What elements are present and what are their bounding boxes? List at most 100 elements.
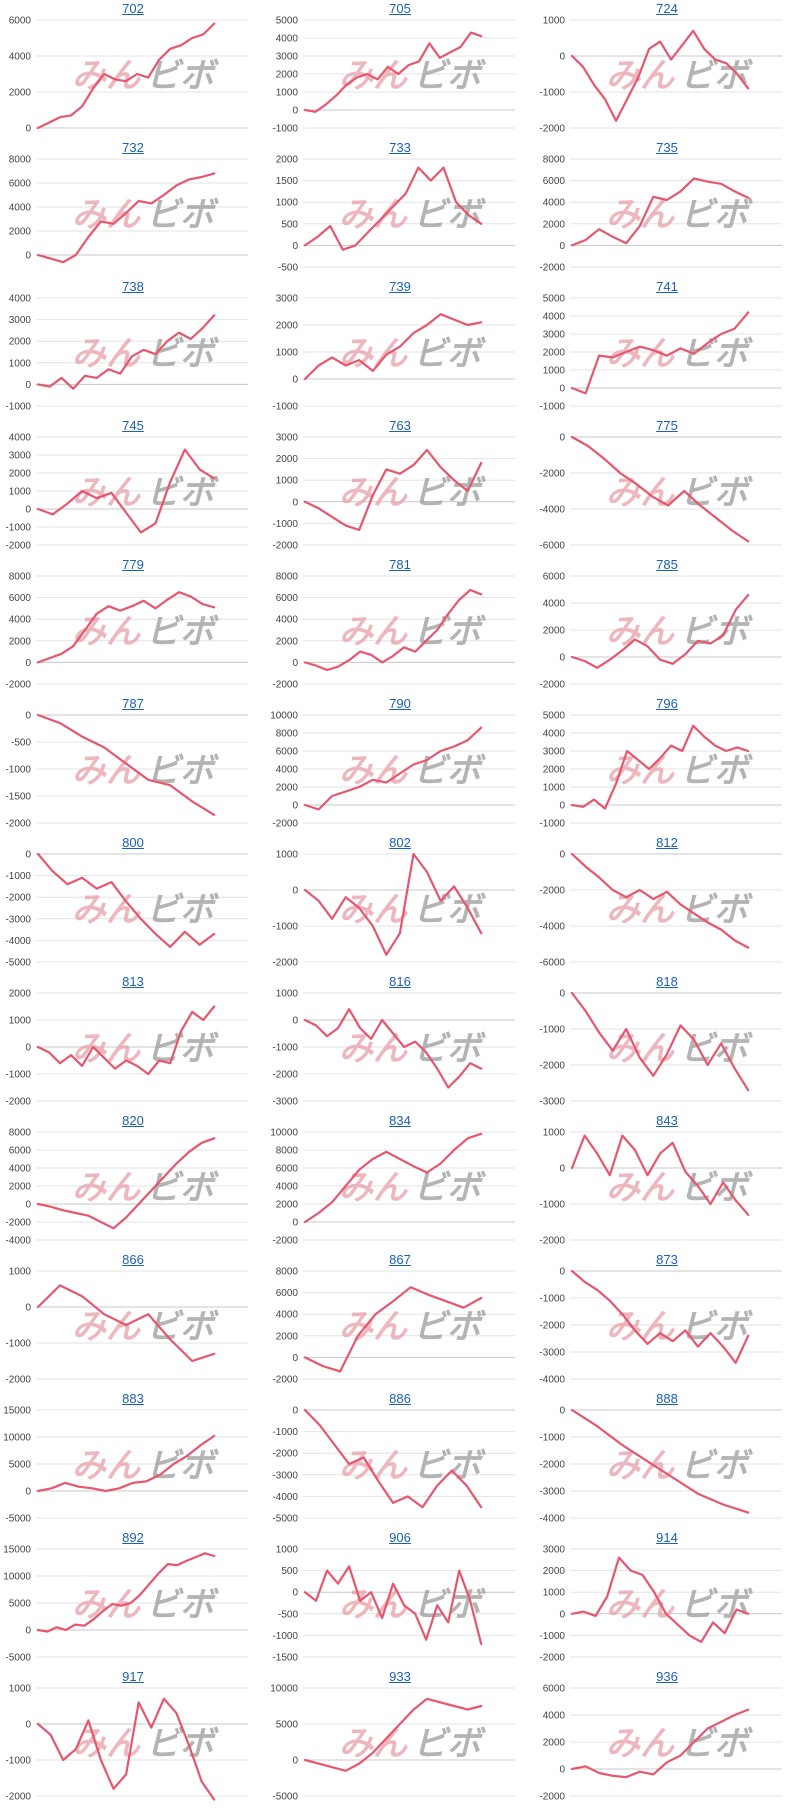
y-tick-label: 0 xyxy=(292,1353,298,1364)
chart-title-link[interactable]: 867 xyxy=(389,1252,411,1267)
series-line xyxy=(303,1132,483,1224)
chart-title-link[interactable]: 775 xyxy=(656,418,678,433)
y-tick-label: 6000 xyxy=(276,593,299,604)
y-tick-label: 0 xyxy=(25,850,31,861)
watermark-logo-part1: みん xyxy=(339,1168,408,1208)
chart-cell: -6000 -4000 -2000 0 みん ビボ 775 xyxy=(534,417,800,556)
y-tick-label: 6000 xyxy=(276,1288,299,1299)
watermark-logo-part2: ビボ xyxy=(680,334,753,374)
y-tick-label: 3000 xyxy=(543,330,566,341)
watermark-logo-part2: ビボ xyxy=(146,1307,219,1347)
chart-cell: -500 0 500 1000 1500 2000 みん ビボ 733 xyxy=(267,139,533,278)
chart-title-link[interactable]: 779 xyxy=(122,557,144,572)
chart-title-link[interactable]: 796 xyxy=(656,696,678,711)
y-tick-label: -2000 xyxy=(5,893,31,904)
y-tick-label: 0 xyxy=(25,251,31,262)
y-tick-label: -4000 xyxy=(539,922,565,933)
chart-title-link[interactable]: 888 xyxy=(656,1391,678,1406)
chart-title-link[interactable]: 724 xyxy=(656,1,678,16)
y-tick-label: 8000 xyxy=(276,1146,299,1157)
chart-title-link[interactable]: 820 xyxy=(122,1113,144,1128)
chart-svg: -4000 -2000 0 2000 4000 6000 8000 みん ビボ xyxy=(5,1128,248,1247)
y-tick-label: -2000 xyxy=(539,1236,565,1247)
chart-title-link[interactable]: 892 xyxy=(122,1530,144,1545)
y-tick-label: -3000 xyxy=(539,1348,565,1359)
y-tick-label: -5000 xyxy=(5,1514,31,1525)
watermark-logo-part1: みん xyxy=(606,1724,675,1764)
y-tick-label: -1000 xyxy=(539,1025,565,1036)
watermark-logo-part2: ビボ xyxy=(680,890,753,930)
chart-title-link[interactable]: 702 xyxy=(122,1,144,16)
chart-title-link[interactable]: 785 xyxy=(656,557,678,572)
series-line xyxy=(570,593,750,669)
y-tick-label: -4000 xyxy=(5,936,31,947)
chart-title-link[interactable]: 886 xyxy=(389,1391,411,1406)
chart-cell: -6000 -4000 -2000 0 みん ビボ 812 xyxy=(534,834,800,973)
chart-cell: -1000 0 1000 2000 3000 4000 5000 みん ビボ 741 xyxy=(534,278,800,417)
y-tick-label: -1000 xyxy=(539,1433,565,1444)
y-tick-label: 2000 xyxy=(9,989,32,1000)
chart-title-link[interactable]: 705 xyxy=(389,1,411,16)
y-tick-label: 0 xyxy=(25,380,31,391)
y-tick-label: -2000 xyxy=(5,1792,31,1803)
watermark-logo-part1: みん xyxy=(72,1585,141,1625)
y-tick-label: 0 xyxy=(25,1043,31,1054)
y-tick-label: -1000 xyxy=(272,124,298,135)
chart-title-link[interactable]: 933 xyxy=(389,1669,411,1684)
chart-cell: -5000 -4000 -3000 -2000 -1000 0 みん ビボ 886 xyxy=(267,1390,533,1529)
y-tick-label: -1000 xyxy=(272,1427,298,1438)
chart-title-link[interactable]: 732 xyxy=(122,140,144,155)
y-tick-label: 8000 xyxy=(276,572,299,583)
chart-cell: -1000 0 1000 2000 3000 みん ビボ 739 xyxy=(267,278,533,417)
chart-svg: -2000 0 2000 4000 6000 みん ビボ xyxy=(539,572,782,691)
chart-title-link[interactable]: 883 xyxy=(122,1391,144,1406)
y-tick-label: 8000 xyxy=(543,155,566,166)
chart-cell: -1000 0 1000 2000 3000 4000 5000 みん ビボ 705 xyxy=(267,0,533,139)
y-tick-label: 2000 xyxy=(543,219,566,230)
watermark-logo-part1: みん xyxy=(339,334,408,374)
chart-title-link[interactable]: 906 xyxy=(389,1530,411,1545)
chart-title-link[interactable]: 936 xyxy=(656,1669,678,1684)
chart-svg: 0 2000 4000 6000 8000 みん ビボ xyxy=(9,155,248,264)
watermark-logo-part2: ビボ xyxy=(146,751,219,791)
chart-title-link[interactable]: 763 xyxy=(389,418,411,433)
y-tick-label: -1000 xyxy=(272,402,298,413)
y-tick-label: 4000 xyxy=(543,198,566,209)
chart-title-link[interactable]: 741 xyxy=(656,279,678,294)
y-tick-label: -1000 xyxy=(5,1070,31,1081)
chart-title-link[interactable]: 914 xyxy=(656,1530,678,1545)
chart-cell: -2000 0 2000 4000 6000 みん ビボ 936 xyxy=(534,1668,800,1807)
chart-title-link[interactable]: 917 xyxy=(122,1669,144,1684)
watermark-logo-part2: ビボ xyxy=(413,612,486,652)
chart-cell: -4000 -2000 0 2000 4000 6000 8000 みん ビボ 820 xyxy=(0,1112,266,1251)
chart-title-link[interactable]: 735 xyxy=(656,140,678,155)
chart-title-link[interactable]: 834 xyxy=(389,1113,411,1128)
chart-title-link[interactable]: 800 xyxy=(122,835,144,850)
chart-title-link[interactable]: 739 xyxy=(389,279,411,294)
chart-title-link[interactable]: 787 xyxy=(122,696,144,711)
y-tick-label: 2000 xyxy=(543,1738,566,1749)
series-line xyxy=(36,591,216,664)
chart-title-link[interactable]: 790 xyxy=(389,696,411,711)
y-tick-label: 0 xyxy=(559,1609,565,1620)
y-tick-label: 1000 xyxy=(276,348,299,359)
chart-title-link[interactable]: 812 xyxy=(656,835,678,850)
chart-title-link[interactable]: 738 xyxy=(122,279,144,294)
chart-title-link[interactable]: 745 xyxy=(122,418,144,433)
chart-title-link[interactable]: 843 xyxy=(656,1113,678,1128)
chart-title-link[interactable]: 802 xyxy=(389,835,411,850)
y-tick-label: -1000 xyxy=(5,765,31,776)
chart-title-link[interactable]: 781 xyxy=(389,557,411,572)
y-tick-label: 10000 xyxy=(3,1433,31,1444)
chart-title-link[interactable]: 818 xyxy=(656,974,678,989)
chart-title-link[interactable]: 733 xyxy=(389,140,411,155)
chart-title-link[interactable]: 866 xyxy=(122,1252,144,1267)
chart-cell: -5000 0 5000 10000 15000 みん ビボ 892 xyxy=(0,1529,266,1668)
chart-cell: -2000 0 2000 4000 6000 8000 10000 みん ビボ 834 xyxy=(267,1112,533,1251)
chart-title-link[interactable]: 816 xyxy=(389,974,411,989)
y-tick-label: 1000 xyxy=(276,198,299,209)
chart-title-link[interactable]: 813 xyxy=(122,974,144,989)
chart-title-link[interactable]: 873 xyxy=(656,1252,678,1267)
chart-svg: -2000 -1000 0 1000 みん ビボ xyxy=(539,16,782,135)
